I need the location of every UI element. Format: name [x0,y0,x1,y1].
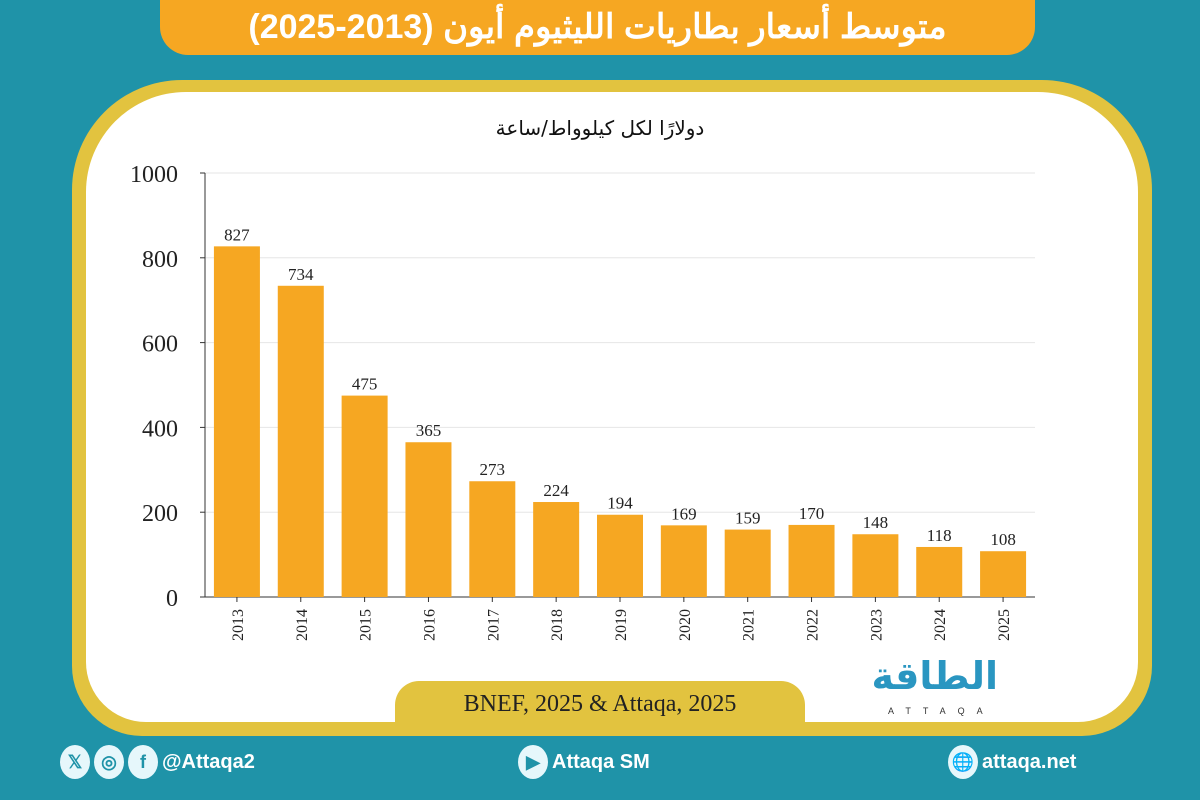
x-tick-label: 2018 [549,609,566,641]
y-tick-label: 200 [142,501,178,527]
source-label: BNEF, 2025 & Attaqa, 2025 [395,681,805,727]
data-label: 827 [224,225,250,244]
x-tick-label: 2013 [230,609,247,641]
data-label: 108 [990,530,1016,549]
data-label: 118 [927,526,952,545]
chart-card [86,92,1138,722]
bar [597,514,643,597]
x-tick-label: 2023 [868,609,885,641]
y-axis-unit-label: دولارًا لكل كيلوواط/ساعة [495,116,705,140]
chart-title: متوسط أسعار بطاريات الليثيوم أيون (2013-… [248,8,947,46]
y-tick-label: 1000 [130,162,178,188]
bar [788,524,835,597]
x-tick-label: 2021 [741,609,758,641]
bar [277,285,324,597]
y-tick-label: 800 [142,247,178,273]
bar [405,442,452,597]
website-link: 🌐 attaqa.net [948,745,1076,779]
youtube-handle[interactable]: Attaqa SM [552,750,650,773]
bar [980,551,1027,597]
bar [660,525,707,597]
data-label: 273 [480,460,506,479]
bar [469,481,516,597]
instagram-icon[interactable]: ◎ [94,745,124,779]
data-label: 170 [799,504,825,523]
x-tick-label: 2020 [677,609,694,641]
x-twitter-icon[interactable]: 𝕏 [60,745,90,779]
x-tick-label: 2016 [421,609,438,641]
y-tick-label: 600 [142,332,178,358]
bar [533,502,580,597]
website-url[interactable]: attaqa.net [982,750,1077,773]
bar [341,395,388,597]
social-links: 𝕏 ◎ f @Attaqa2 [60,745,255,779]
youtube-link: ▶ Attaqa SM [518,745,650,779]
bar [724,529,771,597]
x-tick-label: 2025 [996,609,1013,641]
logo-english-text: ATTAQA [888,706,995,716]
data-label: 148 [863,513,889,532]
data-label: 194 [607,494,633,513]
data-label: 159 [735,509,761,528]
youtube-icon[interactable]: ▶ [518,745,548,779]
x-tick-label: 2019 [613,609,630,641]
social-handle[interactable]: @Attaqa2 [162,750,255,773]
data-label: 734 [288,265,314,284]
logo-arabic-text: الطاقة [871,654,998,698]
facebook-icon[interactable]: f [128,745,158,779]
x-tick-label: 2015 [358,609,375,641]
x-tick-label: 2014 [294,609,311,641]
title-banner: متوسط أسعار بطاريات الليثيوم أيون (2013-… [160,0,1035,55]
x-tick-label: 2022 [805,609,822,641]
y-tick-label: 400 [142,416,178,442]
x-tick-label: 2024 [932,609,949,641]
data-label: 224 [543,481,569,500]
data-label: 169 [671,504,697,523]
globe-icon[interactable]: 🌐 [948,745,978,779]
bar [852,534,899,597]
data-label: 475 [352,375,378,394]
attaqa-logo: الطاقة ATTAQA [868,654,1028,720]
y-tick-label: 0 [166,586,178,612]
bar [916,546,963,597]
data-label: 365 [416,421,442,440]
bar [213,246,260,598]
x-tick-label: 2017 [485,609,502,641]
